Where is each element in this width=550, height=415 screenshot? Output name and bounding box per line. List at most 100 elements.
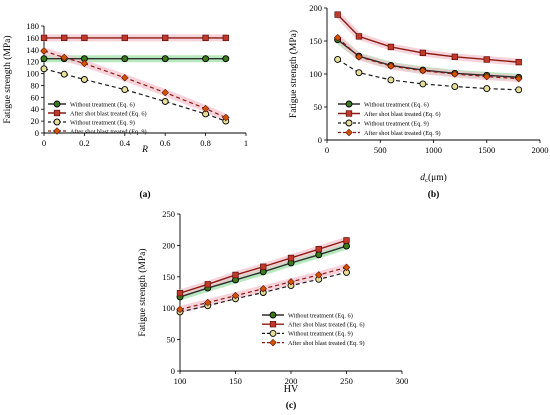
data-point <box>202 34 209 42</box>
legend-entry: Without treatment (Eq. 9) <box>364 120 429 127</box>
data-point <box>343 242 350 250</box>
legend-entry: Without treatment (Eq. 6) <box>364 101 429 108</box>
legend-entry: After shot blast treated (Eq. 9) <box>364 130 441 137</box>
y-tick-label: 250 <box>162 209 175 219</box>
y-tick-label: 120 <box>26 57 39 67</box>
x-tick-label: 0.2 <box>79 138 90 148</box>
legend-marker <box>345 110 353 117</box>
panel-label: (a) <box>139 189 150 200</box>
x-axis-label-main: d <box>420 173 425 183</box>
x-tick-label: 0.8 <box>200 138 211 148</box>
x-tick-label: 0 <box>325 145 329 155</box>
y-tick-label: 200 <box>162 240 175 250</box>
data-point <box>483 85 491 92</box>
data-point <box>161 88 169 97</box>
data-point <box>419 80 427 88</box>
data-point <box>387 43 395 51</box>
data-point <box>515 86 523 94</box>
data-point <box>222 55 230 63</box>
data-point <box>40 65 48 73</box>
y-tick-label: 150 <box>309 36 322 46</box>
x-tick-label: 0.6 <box>160 138 171 148</box>
x-tick-label: 200 <box>285 376 298 386</box>
x-axis-label: dc(μm) <box>420 172 447 184</box>
data-point <box>121 34 128 42</box>
data-point <box>315 246 322 253</box>
data-point <box>259 285 267 293</box>
data-point <box>176 305 184 314</box>
data-point <box>355 53 363 61</box>
x-tick-label: 1500 <box>478 145 495 155</box>
data-point <box>355 69 363 77</box>
data-point <box>451 70 459 78</box>
y-tick-label: 50 <box>314 102 323 112</box>
data-point <box>222 34 229 42</box>
data-point <box>161 55 169 63</box>
legend-marker <box>345 128 353 137</box>
data-point <box>514 74 523 83</box>
data-point <box>287 278 295 286</box>
data-point <box>232 271 239 279</box>
legend-entry: Without treatment (Eq. 9) <box>288 331 353 338</box>
x-tick-label: 500 <box>374 145 387 155</box>
data-point <box>121 55 129 63</box>
data-point <box>121 86 129 94</box>
data-point <box>343 237 350 244</box>
legend-entry: After shot blast treated (Eq. 6) <box>364 111 441 118</box>
data-point <box>60 53 68 62</box>
data-point <box>204 298 212 307</box>
y-tick-label: 50 <box>167 335 176 345</box>
legend-marker <box>269 321 277 328</box>
data-point <box>287 254 295 262</box>
legend-marker <box>53 109 61 117</box>
legend-entry: Without treatment (Eq. 6) <box>288 312 353 319</box>
y-tick-label: 80 <box>31 80 40 90</box>
x-axis-label-subscript: c <box>425 177 428 184</box>
legend-marker <box>345 119 353 127</box>
data-point <box>451 83 459 90</box>
y-tick-label: 0 <box>35 128 39 138</box>
legend-marker <box>269 311 277 319</box>
y-tick-label: 60 <box>31 92 40 102</box>
y-tick-label: 200 <box>309 3 322 13</box>
data-point <box>333 33 342 42</box>
data-point <box>161 98 169 105</box>
data-point <box>81 34 88 42</box>
legend-entry: After shot blast treated (Eq. 9) <box>288 340 365 347</box>
legend-entry: Without treatment (Eq. 9) <box>70 119 135 126</box>
legend-marker <box>269 338 277 347</box>
x-tick-label: 100 <box>174 376 187 386</box>
data-point <box>40 47 48 55</box>
data-point <box>61 34 68 42</box>
data-point <box>419 49 426 57</box>
legend-marker <box>53 100 61 108</box>
data-point <box>201 104 210 113</box>
x-tick-label: 0.4 <box>119 138 130 148</box>
legend-marker <box>345 100 353 108</box>
x-tick-label: 2000 <box>532 145 549 155</box>
legend-entry: After shot blast treated (Eq. 6) <box>288 322 365 329</box>
x-axis-label-unit: (μm) <box>428 172 447 183</box>
data-point <box>121 73 129 82</box>
y-tick-label: 140 <box>26 45 39 55</box>
data-point <box>80 59 89 68</box>
data-point <box>334 56 342 63</box>
panel-label: (c) <box>286 400 297 411</box>
chart-panel-3: 0 50 100 150 200 250 100 150 200 250 300 Fatigue st… <box>137 209 408 411</box>
data-point <box>231 291 240 300</box>
y-tick-label: 100 <box>309 69 322 79</box>
x-tick-label: 150 <box>229 376 242 386</box>
legend-marker <box>53 118 61 126</box>
data-point <box>483 56 490 63</box>
legend-entry: After shot blast treated (Eq. 6) <box>70 110 147 117</box>
data-point <box>204 281 211 288</box>
data-point <box>202 55 210 63</box>
data-point <box>40 55 48 63</box>
data-point <box>419 66 427 75</box>
data-point <box>387 62 395 70</box>
y-tick-label: 100 <box>26 69 39 79</box>
y-tick-label: 20 <box>31 116 40 126</box>
x-tick-label: 300 <box>396 376 409 386</box>
